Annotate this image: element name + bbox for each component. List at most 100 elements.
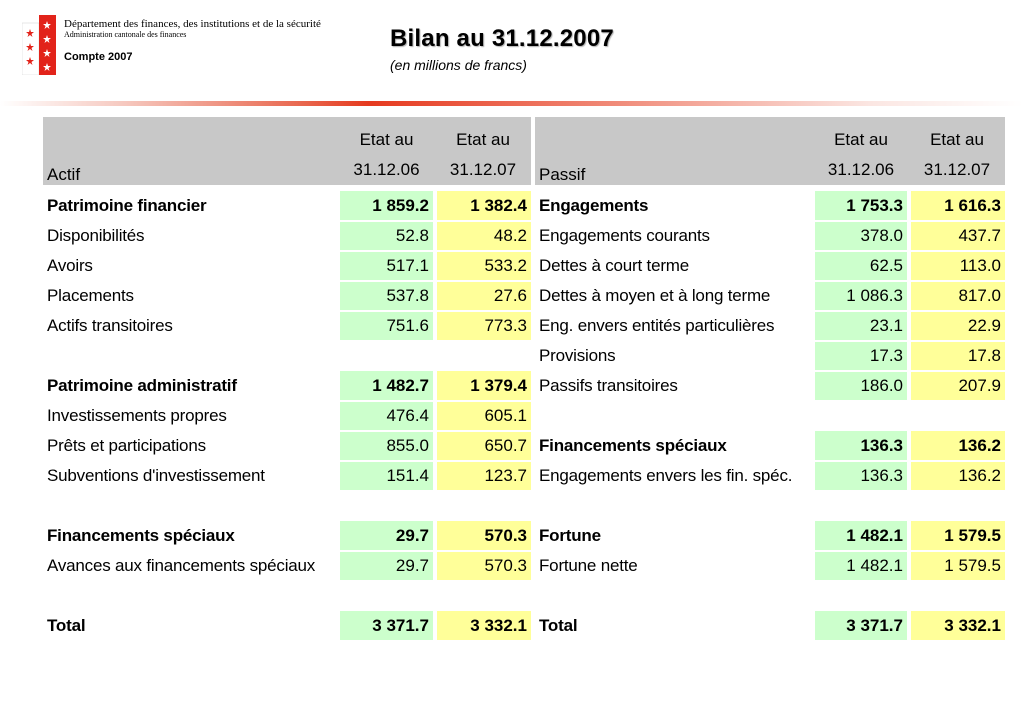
value-2006: 3 371.7 xyxy=(336,611,435,642)
value-2007: 817.0 xyxy=(907,281,1005,312)
value-2007: 1 616.3 xyxy=(907,191,1005,222)
value-2006: 517.1 xyxy=(336,251,435,282)
header-line: 31.12.06 xyxy=(353,160,420,179)
table-row: Patrimoine financier 1 859.2 1 382.4 xyxy=(43,191,531,222)
value-2007: 123.7 xyxy=(433,461,531,492)
row-label: Fortune nette xyxy=(539,556,638,575)
header-divider xyxy=(0,101,1023,106)
value-2007: 533.2 xyxy=(433,251,531,282)
row-label: Avoirs xyxy=(47,256,93,275)
table-row: Subventions d'investissement 151.4 123.7 xyxy=(43,461,531,492)
value-2006: 1 859.2 xyxy=(336,191,435,222)
actif-header-2007: Etat au 31.12.07 xyxy=(435,117,531,185)
table-row: Engagements 1 753.3 1 616.3 xyxy=(535,191,1005,222)
row-label: Eng. envers entités particulières xyxy=(539,316,775,335)
table-row: Dettes à court terme 62.5 113.0 xyxy=(535,251,1005,282)
value-2006: 855.0 xyxy=(336,431,435,462)
row-label: Total xyxy=(539,616,578,635)
table-row: Engagements courants 378.0 437.7 xyxy=(535,221,1005,252)
value-2007: 773.3 xyxy=(433,311,531,342)
table-row: Passifs transitoires 186.0 207.9 xyxy=(535,371,1005,402)
value-2006: 186.0 xyxy=(811,371,909,402)
table-row: Fortune nette 1 482.1 1 579.5 xyxy=(535,551,1005,582)
actif-table: Actif Etat au 31.12.06 Etat au 31.12.07 … xyxy=(43,117,531,642)
row-label: Total xyxy=(47,616,86,635)
actif-header-row: Actif Etat au 31.12.06 Etat au 31.12.07 xyxy=(43,117,531,185)
actif-header-label: Actif xyxy=(43,117,338,185)
value-2006: 23.1 xyxy=(811,311,909,342)
row-label: Fortune xyxy=(539,526,601,545)
value-2007: 1 579.5 xyxy=(907,521,1005,552)
row-label: Passifs transitoires xyxy=(539,376,678,395)
table-row: Eng. envers entités particulières 23.1 2… xyxy=(535,311,1005,342)
value-2007: 570.3 xyxy=(433,551,531,582)
table-row: Dettes à moyen et à long terme 1 086.3 8… xyxy=(535,281,1005,312)
value-2007: 605.1 xyxy=(433,401,531,432)
value-2007: 27.6 xyxy=(433,281,531,312)
table-row: Actifs transitoires 751.6 773.3 xyxy=(43,311,531,342)
passif-header-label: Passif xyxy=(535,117,813,185)
row-label: Dettes à court terme xyxy=(539,256,690,275)
header-line: Etat au xyxy=(359,130,414,149)
value-2007: 48.2 xyxy=(433,221,531,252)
row-label: Engagements xyxy=(539,196,649,215)
table-row: Financements spéciaux 29.7 570.3 xyxy=(43,521,531,552)
table-row: Financements spéciaux 136.3 136.2 xyxy=(535,431,1005,462)
value-2007: 1 379.4 xyxy=(433,371,531,402)
value-2007: 22.9 xyxy=(907,311,1005,342)
table-row: Avoirs 517.1 533.2 xyxy=(43,251,531,282)
value-2006: 62.5 xyxy=(811,251,909,282)
value-2006: 136.3 xyxy=(811,461,909,492)
row-label: Engagements envers les fin. spéc. xyxy=(539,466,793,485)
row-label: Prêts et participations xyxy=(47,436,206,455)
value-2006: 29.7 xyxy=(336,551,435,582)
header-line: 31.12.06 xyxy=(827,160,895,179)
page-subtitle: (en millions de francs) xyxy=(390,57,527,73)
value-2006: 378.0 xyxy=(811,221,909,252)
value-2006: 1 753.3 xyxy=(811,191,909,222)
row-label: Placements xyxy=(47,286,134,305)
value-2006: 52.8 xyxy=(336,221,435,252)
table-row: Fortune 1 482.1 1 579.5 xyxy=(535,521,1005,552)
value-2006: 1 482.1 xyxy=(811,551,909,582)
value-2007: 570.3 xyxy=(433,521,531,552)
header-line: Etat au xyxy=(834,130,888,149)
value-2006: 151.4 xyxy=(336,461,435,492)
administration-name: Administration cantonale des finances xyxy=(64,30,187,39)
table-row: Avances aux financements spéciaux 29.7 5… xyxy=(43,551,531,582)
table-row: Engagements envers les fin. spéc. 136.3 … xyxy=(535,461,1005,492)
department-name: Département des finances, des institutio… xyxy=(64,18,321,30)
row-label: Engagements courants xyxy=(539,226,710,245)
passif-header-2006: Etat au 31.12.06 xyxy=(813,117,909,185)
row-label: Patrimoine administratif xyxy=(47,376,237,395)
row-label: Patrimoine financier xyxy=(47,196,207,215)
value-2006: 1 482.7 xyxy=(336,371,435,402)
value-2006: 17.3 xyxy=(811,341,909,372)
passif-header-row: Passif Etat au 31.12.06 Etat au 31.12.07 xyxy=(535,117,1005,185)
value-2006: 751.6 xyxy=(336,311,435,342)
value-2007: 3 332.1 xyxy=(433,611,531,642)
table-row: Patrimoine administratif 1 482.7 1 379.4 xyxy=(43,371,531,402)
value-2006: 476.4 xyxy=(336,401,435,432)
row-label: Financements spéciaux xyxy=(47,526,235,545)
value-2007: 136.2 xyxy=(907,431,1005,462)
value-2007: 207.9 xyxy=(907,371,1005,402)
row-label: Actifs transitoires xyxy=(47,316,173,335)
page-title: Bilan au 31.12.2007 xyxy=(390,25,614,52)
actif-header-2006: Etat au 31.12.06 xyxy=(338,117,435,185)
table-row: Prêts et participations 855.0 650.7 xyxy=(43,431,531,462)
value-2006: 3 371.7 xyxy=(811,611,909,642)
value-2007: 1 579.5 xyxy=(907,551,1005,582)
passif-header-2007: Etat au 31.12.07 xyxy=(909,117,1005,185)
value-2007: 136.2 xyxy=(907,461,1005,492)
table-row: Provisions 17.3 17.8 xyxy=(535,341,1005,372)
header-line: Etat au xyxy=(456,130,510,149)
value-2007: 17.8 xyxy=(907,341,1005,372)
row-label: Subventions d'investissement xyxy=(47,466,265,485)
row-label: Investissements propres xyxy=(47,406,227,425)
header-line: 31.12.07 xyxy=(923,160,991,179)
compte-label: Compte 2007 xyxy=(64,51,133,63)
header-line: 31.12.07 xyxy=(449,160,517,179)
header-line: Etat au xyxy=(930,130,984,149)
table-row: Investissements propres 476.4 605.1 xyxy=(43,401,531,432)
